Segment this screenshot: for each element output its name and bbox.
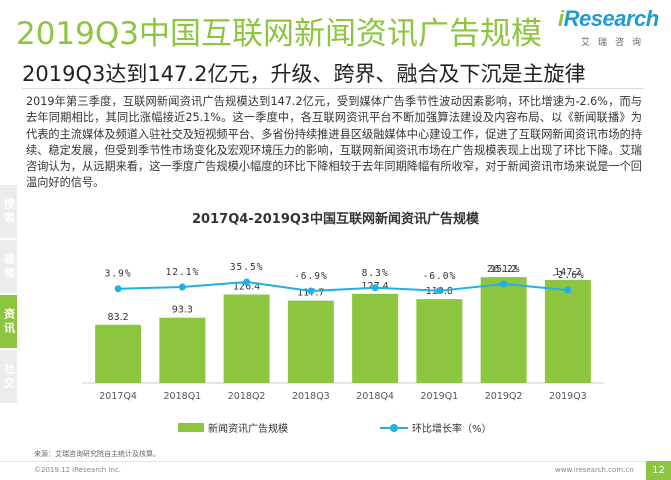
footer-divider [0, 461, 671, 462]
x-tick-label: 2018Q4 [356, 391, 394, 402]
page-number: 12 [646, 461, 671, 480]
growth-point-2019Q1 [435, 287, 443, 295]
copyright-text: ©2019.12 iResearch Inc. [34, 466, 122, 474]
page-title: 2019Q3中国互联网新闻资讯广告规模 [16, 16, 543, 52]
growth-rate-line [118, 280, 568, 293]
chart-legend: 新闻资讯广告规模 环比增长率（%） [0, 420, 671, 435]
sidebar-tab-social[interactable]: 社交 [0, 350, 17, 403]
logo-wordmark: iResearch [558, 6, 659, 31]
growth-point-2018Q1 [178, 283, 186, 291]
category-sidebar: 搜索 视频 资讯 社交 [0, 185, 17, 405]
growth-point-2019Q3 [564, 286, 572, 294]
growth-rate-label: 26.2% [487, 264, 521, 275]
bar-2017Q4 [95, 324, 142, 383]
growth-point-2019Q2 [500, 280, 508, 288]
legend-line-swatch [380, 423, 408, 432]
website-link[interactable]: www.iresearch.com.cn [555, 466, 634, 474]
growth-rate-label: -6.9% [294, 271, 328, 282]
bar-2019Q3 [544, 279, 591, 383]
growth-point-2018Q3 [307, 287, 315, 295]
x-tick-label: 2019Q3 [549, 391, 587, 402]
bar-value-label: 147.2 [554, 267, 581, 278]
summary-paragraph: 2019年第三季度，互联网新闻资讯广告规模达到147.2亿元，受到媒体广告季节性… [26, 95, 642, 190]
legend-line-label: 环比增长率（%） [412, 424, 492, 435]
x-tick-label: 2017Q4 [99, 391, 137, 402]
sidebar-tab-news[interactable]: 资讯 [0, 295, 17, 348]
legend-item-bars: 新闻资讯广告规模 [178, 420, 288, 435]
bar-2019Q1 [416, 299, 463, 383]
bar-value-label: 126.4 [233, 282, 260, 293]
source-note: 来源：艾瑞咨询研究院自主统计及核算。 [34, 450, 160, 458]
bar-value-label: 151.2 [490, 264, 517, 275]
x-tick-label: 2018Q2 [228, 391, 266, 402]
growth-rate-label: 3.9% [105, 269, 132, 280]
growth-point-2017Q4 [114, 285, 122, 293]
logo-subtitle: 艾瑞咨询 [581, 38, 650, 48]
growth-rate-label: 8.3% [362, 268, 389, 279]
legend-bar-swatch [178, 423, 204, 432]
bar-value-label: 93.3 [172, 305, 193, 316]
chart-title: 2017Q4-2019Q3中国互联网新闻资讯广告规模 [192, 212, 479, 227]
sidebar-tab-video[interactable]: 视频 [0, 240, 17, 293]
growth-rate-label: -2.6% [551, 270, 585, 281]
x-tick-label: 2018Q1 [164, 391, 202, 402]
x-tick-label: 2018Q3 [292, 391, 330, 402]
legend-item-line: 环比增长率（%） [380, 420, 492, 435]
growth-point-2018Q4 [371, 284, 379, 292]
iresearch-logo: iResearch 艾瑞咨询 [555, 6, 660, 50]
bar-2018Q2 [223, 294, 270, 383]
page-subtitle: 2019Q3达到147.2亿元，升级、跨界、融合及下沉是主旋律 [22, 62, 586, 86]
x-tick-label: 2019Q1 [421, 391, 459, 402]
bar-2018Q4 [352, 293, 399, 383]
bar-2019Q2 [480, 277, 527, 383]
growth-rate-label: 35.5% [230, 262, 264, 273]
legend-bar-label: 新闻资讯广告规模 [208, 424, 288, 435]
bar-2018Q1 [159, 317, 206, 383]
growth-rate-label: -6.0% [423, 271, 457, 282]
growth-point-2018Q2 [243, 278, 251, 286]
growth-rate-label: 12.1% [166, 267, 200, 278]
header-divider [22, 88, 644, 89]
ad-scale-chart: 83.22017Q493.32018Q1126.42018Q2117.72018… [82, 262, 604, 402]
bar-2018Q3 [287, 300, 334, 383]
sidebar-tab-search[interactable]: 搜索 [0, 185, 17, 238]
x-tick-label: 2019Q2 [485, 391, 523, 402]
bar-value-label: 83.2 [108, 312, 129, 323]
